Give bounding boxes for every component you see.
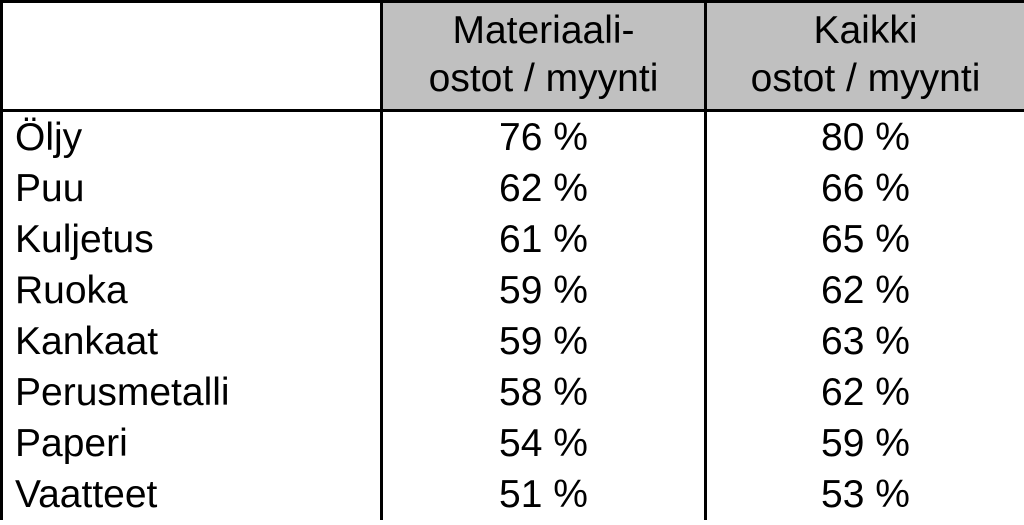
row-label: Ruoka [2, 265, 382, 316]
row-kaikki: 80 % [706, 111, 1024, 164]
header-material: Materiaali- ostot / myynti [382, 2, 706, 111]
table-header-row: Materiaali- ostot / myynti Kaikki ostot … [2, 2, 1024, 111]
row-material: 58 % [382, 367, 706, 418]
table-row: Paperi 54 % 59 % [2, 418, 1024, 469]
row-material: 76 % [382, 111, 706, 164]
row-kaikki: 65 % [706, 214, 1024, 265]
table-row: Vaatteet 51 % 53 % [2, 469, 1024, 520]
row-kaikki: 63 % [706, 316, 1024, 367]
table-row: Ruoka 59 % 62 % [2, 265, 1024, 316]
row-material: 54 % [382, 418, 706, 469]
row-material: 61 % [382, 214, 706, 265]
row-kaikki: 62 % [706, 367, 1024, 418]
row-kaikki: 66 % [706, 163, 1024, 214]
header-kaikki-line2: ostot / myynti [751, 57, 981, 100]
header-blank [2, 2, 382, 111]
row-label: Paperi [2, 418, 382, 469]
row-material: 51 % [382, 469, 706, 520]
row-label: Kuljetus [2, 214, 382, 265]
table-row: Kankaat 59 % 63 % [2, 316, 1024, 367]
row-material: 59 % [382, 265, 706, 316]
row-label: Kankaat [2, 316, 382, 367]
purchases-table: Materiaali- ostot / myynti Kaikki ostot … [0, 0, 1024, 520]
row-material: 59 % [382, 316, 706, 367]
table-row: Öljy 76 % 80 % [2, 111, 1024, 164]
row-label: Perusmetalli [2, 367, 382, 418]
row-kaikki: 59 % [706, 418, 1024, 469]
table-row: Perusmetalli 58 % 62 % [2, 367, 1024, 418]
header-kaikki: Kaikki ostot / myynti [706, 2, 1024, 111]
row-label: Öljy [2, 111, 382, 164]
table-row: Puu 62 % 66 % [2, 163, 1024, 214]
row-label: Vaatteet [2, 469, 382, 520]
header-material-line2: ostot / myynti [429, 57, 659, 100]
row-kaikki: 53 % [706, 469, 1024, 520]
table-row: Kuljetus 61 % 65 % [2, 214, 1024, 265]
row-material: 62 % [382, 163, 706, 214]
header-material-line1: Materiaali- [452, 9, 634, 52]
row-label: Puu [2, 163, 382, 214]
header-kaikki-line1: Kaikki [813, 9, 917, 52]
row-kaikki: 62 % [706, 265, 1024, 316]
